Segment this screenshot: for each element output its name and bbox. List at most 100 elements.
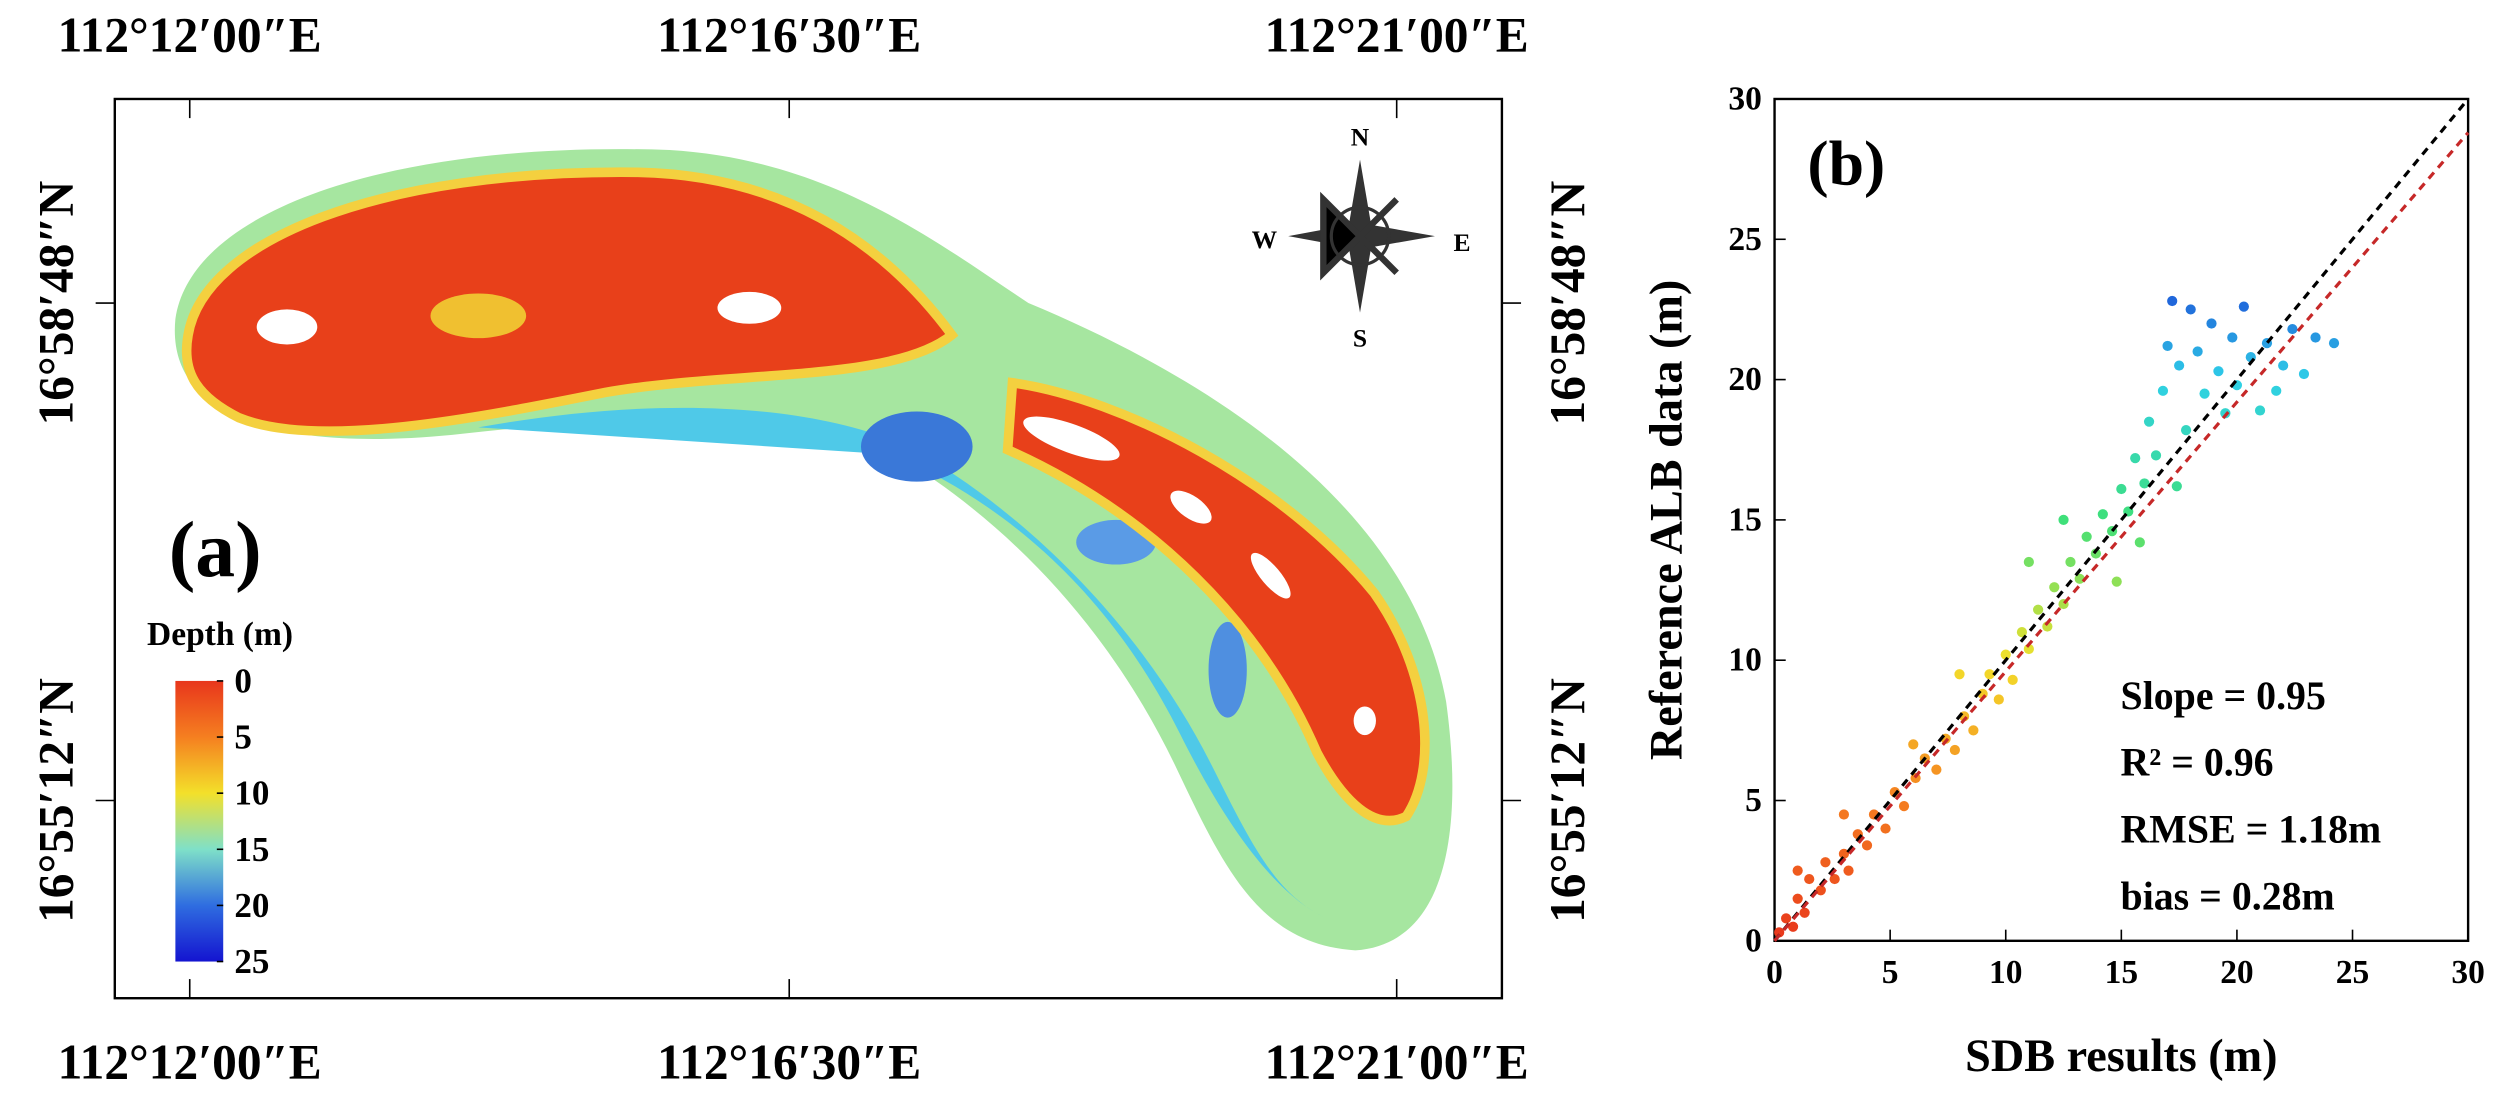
- colorbar-tick-label: 0: [234, 661, 252, 700]
- scatter-point: [2023, 643, 2034, 655]
- scatter-point: [2167, 295, 2178, 307]
- x-axis-label: SDB results (m): [1965, 1030, 2277, 1081]
- island: [1250, 552, 1291, 599]
- scatter-point: [2199, 388, 2210, 399]
- reef-flat-east: [1002, 377, 1430, 826]
- scatter-point: [2162, 340, 2173, 352]
- scatter-point: [2180, 424, 2192, 436]
- scatter-point: [2328, 338, 2340, 349]
- scatter-point: [2192, 346, 2203, 357]
- scatter-point: [2185, 304, 2196, 315]
- lon-label: 112°12′00″E: [58, 8, 322, 63]
- scatter-point: [2271, 385, 2282, 396]
- scatter-point: [2116, 483, 2127, 495]
- scatter-point: [2097, 509, 2108, 520]
- scatter-point: [1993, 694, 2004, 705]
- scatter-point: [1880, 823, 1891, 834]
- scatter-point: [2058, 514, 2069, 525]
- x-tick-label: 0: [1766, 954, 1783, 991]
- x-tick-label: 10: [1989, 954, 2022, 991]
- colorbar-tick-label: 5: [234, 718, 252, 757]
- lat-label: 16°58′48″N: [1540, 180, 1595, 425]
- scatter-point: [2007, 674, 2018, 685]
- scatter-point: [2081, 531, 2092, 542]
- y-tick-label: 20: [1728, 361, 1761, 398]
- scatter-point: [2023, 556, 2034, 568]
- island: [256, 309, 318, 345]
- scatter-point: [1829, 873, 1840, 885]
- scatter-point: [2143, 416, 2155, 427]
- colorbar: [175, 680, 224, 962]
- scatter-point: [1843, 865, 1854, 876]
- scatter-point: [2049, 582, 2060, 593]
- scatter-point: [1861, 840, 1873, 851]
- lat-label: 16°58′48″N: [28, 180, 83, 425]
- colorbar-tick-label: 15: [234, 830, 269, 869]
- deep-patch: [860, 411, 973, 482]
- lat-label: 16°55′12″N: [28, 678, 83, 923]
- scatter-point: [2130, 453, 2141, 464]
- fit-line: [1773, 97, 2470, 942]
- colorbar-tick-label: 20: [234, 886, 269, 925]
- scatter-point: [2310, 332, 2321, 343]
- scatter-point: [2157, 385, 2169, 396]
- panel-label: (b): [1807, 127, 1885, 198]
- x-tick-label: 15: [2105, 954, 2138, 991]
- scatter-point: [1838, 809, 1850, 820]
- scatter-point: [1799, 907, 1810, 918]
- scatter-point: [2298, 368, 2310, 380]
- scatter-point: [1815, 885, 1826, 896]
- panel-label: (a): [169, 506, 262, 594]
- y-tick-label: 25: [1728, 221, 1761, 258]
- lon-label: 112°21′00″E: [1265, 1034, 1529, 1089]
- scatter-point: [1792, 893, 1803, 904]
- compass-ring: [1329, 205, 1391, 267]
- scatter-point: [2033, 604, 2044, 615]
- compass-letter: W: [1252, 225, 1278, 254]
- y-tick-label: 0: [1745, 922, 1762, 959]
- compass-letter: E: [1454, 228, 1471, 257]
- scatter-point: [1781, 913, 1792, 924]
- scatter-point: [2254, 405, 2266, 416]
- y-tick-label: 30: [1728, 80, 1761, 117]
- scatter-point: [1774, 927, 1785, 938]
- scatter-point: [2150, 450, 2162, 461]
- lon-label: 112°12′00″E: [58, 1034, 322, 1089]
- colorbar-tick-label: 25: [234, 942, 269, 981]
- x-tick-label: 5: [1882, 954, 1899, 991]
- scatter-point: [1787, 921, 1799, 932]
- scatter-point: [2213, 366, 2224, 377]
- scatter-point: [1931, 764, 1942, 775]
- y-tick-label: 15: [1728, 501, 1761, 538]
- colorbar-tick-label: 10: [234, 774, 269, 813]
- island: [1023, 416, 1120, 461]
- scatter-point: [2171, 481, 2182, 492]
- colorbar-title: Depth (m): [147, 616, 293, 653]
- fit-line: [1773, 131, 2470, 942]
- scatter-point: [1908, 739, 1919, 750]
- scatter-point: [2278, 360, 2289, 371]
- y-axis-label: Reference ALB data (m): [1641, 280, 1692, 760]
- scatter-point: [2134, 537, 2145, 548]
- scatter-point: [1984, 669, 1995, 680]
- lon-label: 112°16′30″E: [657, 1034, 921, 1089]
- stat-annotation: RMSE = 1.18m: [2121, 807, 2382, 852]
- scatter-point: [1898, 801, 1910, 812]
- deep-patch: [1208, 621, 1247, 718]
- compass: [1288, 159, 1435, 313]
- reef-flat-west: [181, 167, 959, 437]
- scatter-point: [1889, 786, 1900, 798]
- scatter-point: [2074, 573, 2085, 584]
- x-tick-label: 20: [2220, 954, 2253, 991]
- reef-map: [174, 149, 1453, 951]
- scatter-point: [2139, 478, 2150, 489]
- scatter-point: [2111, 576, 2122, 587]
- lat-label: 16°55′12″N: [1540, 678, 1595, 923]
- panel-a: 112°12′00″E 112°12′00″E 112°16′30″E 112°16′…: [28, 8, 1594, 1090]
- compass-diag: [1320, 191, 1399, 281]
- scatter-point: [1949, 744, 1960, 756]
- island: [717, 291, 782, 324]
- scatter-point: [2065, 556, 2076, 568]
- y-tick-label: 5: [1745, 782, 1762, 819]
